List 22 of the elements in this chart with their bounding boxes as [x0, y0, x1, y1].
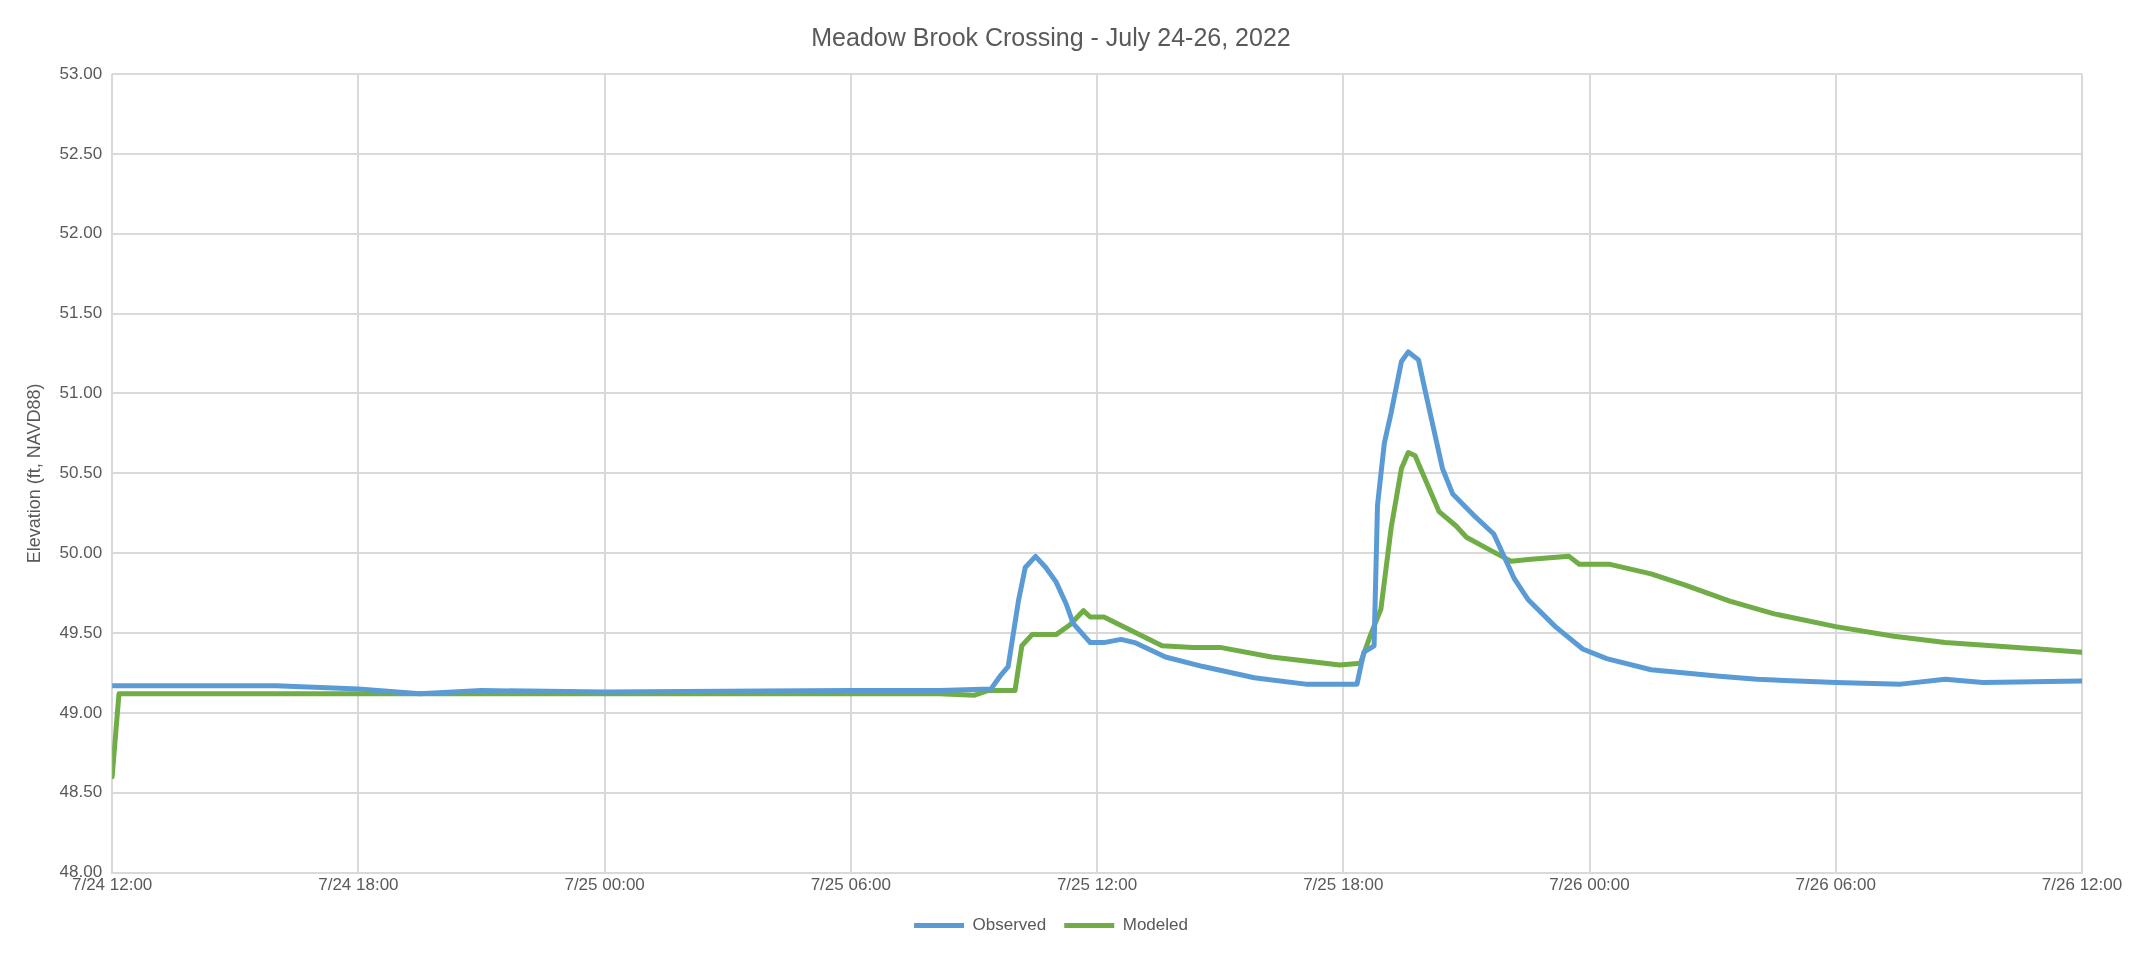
y-tick-label: 50.50 — [59, 462, 103, 482]
x-tick-label: 7/25 06:00 — [810, 875, 892, 895]
y-tick-label: 50.00 — [59, 542, 103, 562]
legend-label: Modeled — [1122, 915, 1188, 935]
x-tick-label: 7/26 12:00 — [2041, 875, 2123, 895]
y-tick-label: 51.00 — [59, 383, 103, 403]
y-tick-label: 52.50 — [59, 143, 103, 163]
x-tick-label: 7/25 12:00 — [1056, 875, 1138, 895]
x-tick-label: 7/26 06:00 — [1795, 875, 1876, 895]
y-tick-label: 52.00 — [59, 223, 103, 243]
y-tick-label: 51.50 — [59, 303, 103, 323]
chart-title: Meadow Brook Crossing - July 24-26, 2022 — [811, 22, 1291, 51]
x-tick-label: 7/25 00:00 — [564, 875, 645, 895]
legend-label: Observed — [972, 915, 1047, 935]
y-tick-label: 48.50 — [59, 782, 103, 802]
y-axis-title: Elevation (ft, NAVD88) — [23, 383, 44, 564]
y-tick-label: 53.00 — [59, 63, 103, 83]
x-tick-label: 7/26 00:00 — [1549, 875, 1630, 895]
y-tick-label: 49.50 — [59, 622, 103, 642]
x-tick-label: 7/24 18:00 — [318, 875, 399, 895]
y-tick-label: 49.00 — [59, 702, 103, 722]
x-tick-label: 7/25 18:00 — [1303, 875, 1384, 895]
